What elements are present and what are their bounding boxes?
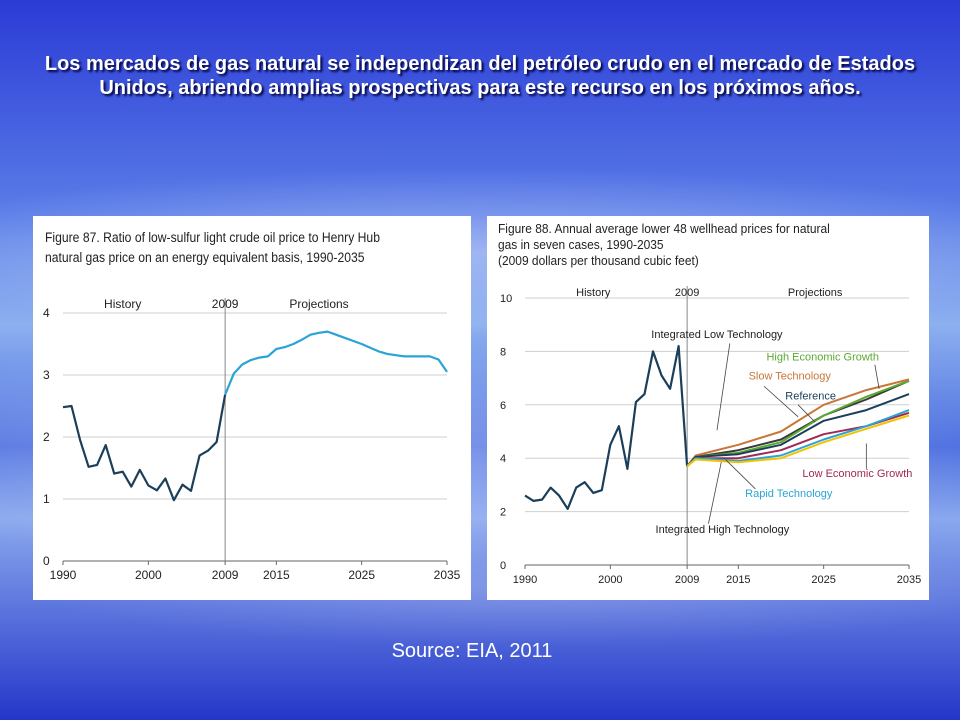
chart-title: Figure 87. Ratio of low-sulfur light cru… (45, 228, 405, 268)
x-tick-label: 2000 (598, 574, 622, 586)
y-tick-label: 2 (500, 507, 506, 519)
chart-panel-prices: Figure 88. Annual average lower 48 wellh… (487, 216, 929, 600)
y-tick-label: 1 (43, 492, 50, 506)
label-leader (725, 459, 756, 490)
x-tick-label: 1990 (513, 574, 537, 586)
chart-title-line: natural gas price on an energy equivalen… (45, 250, 365, 265)
case-line (686, 393, 910, 467)
y-tick-label: 10 (500, 293, 512, 305)
x-tick-label: 2035 (897, 574, 921, 586)
x-tick-label: 2025 (811, 574, 835, 586)
y-tick-label: 4 (43, 306, 50, 320)
ratio-chart: 0 1 2 3 4 1990 2000 2009 2015 2025 2035 History 2009… (43, 297, 461, 582)
series-line-history (62, 394, 227, 502)
case-line (686, 409, 910, 467)
y-tick-label: 2 (43, 430, 50, 444)
slide-title: Los mercados de gas natural se independi… (44, 53, 916, 99)
label-leader (716, 343, 731, 431)
chart-title: Figure 88. Annual average lower 48 wellh… (498, 221, 894, 269)
y-tick-label: 3 (43, 368, 50, 382)
case-label: Integrated Low Technology (651, 329, 783, 341)
series-line-projection (224, 330, 448, 396)
case-label: Low Economic Growth (802, 468, 912, 480)
y-tick-label: 0 (43, 554, 50, 568)
case-line (686, 378, 910, 467)
case-line (686, 414, 910, 467)
case-label: Reference (785, 390, 836, 402)
annotation-history: History (104, 297, 141, 311)
chart-panel-ratio: Figure 87. Ratio of low-sulfur light cru… (33, 216, 471, 600)
case-label: Slow Technology (749, 370, 832, 382)
annotation-history: History (576, 287, 611, 299)
chart-title-line: (2009 dollars per thousand cubic feet) (498, 253, 699, 268)
annotation-divider-year: 2009 (212, 297, 239, 311)
label-leader (797, 404, 816, 423)
source-note: Source: EIA, 2011 (391, 640, 553, 662)
x-tick-label: 2009 (212, 568, 239, 582)
x-tick-label: 2025 (348, 568, 375, 582)
y-tick-label: 8 (500, 346, 506, 358)
annotation-projections: Projections (788, 287, 843, 299)
label-leader (763, 385, 799, 418)
x-tick-label: 2009 (675, 574, 699, 586)
case-label: Integrated High Technology (656, 524, 790, 536)
x-tick-label: 2015 (263, 568, 290, 582)
x-tick-label: 1990 (50, 568, 77, 582)
label-leader (874, 364, 880, 389)
chart-title-line: gas in seven cases, 1990-2035 (498, 237, 664, 252)
prices-chart: 0 2 4 6 8 10 1990 2000 2009 2015 2025 2035 History 20… (500, 286, 921, 586)
chart-title-line: Figure 88. Annual average lower 48 wellh… (498, 221, 830, 236)
history-line (524, 345, 689, 510)
y-tick-label: 0 (500, 560, 506, 572)
annotation-divider-year: 2009 (675, 287, 699, 299)
y-tick-label: 4 (500, 453, 506, 465)
chart-title-line: Figure 87. Ratio of low-sulfur light cru… (45, 230, 380, 245)
label-leader (708, 462, 722, 524)
x-tick-label: 2015 (726, 574, 750, 586)
x-tick-label: 2000 (135, 568, 162, 582)
case-label: High Economic Growth (766, 352, 879, 364)
y-tick-label: 6 (500, 400, 506, 412)
annotation-projections: Projections (289, 297, 348, 311)
x-tick-label: 2035 (434, 568, 461, 582)
case-label: Rapid Technology (745, 488, 833, 500)
